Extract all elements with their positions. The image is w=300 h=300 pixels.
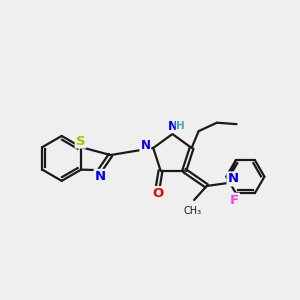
Text: CH₃: CH₃ [184, 206, 202, 216]
Text: N: N [227, 172, 239, 185]
Text: O: O [153, 187, 164, 200]
Text: S: S [76, 134, 85, 148]
Text: N: N [94, 170, 106, 183]
Text: F: F [230, 194, 239, 207]
Text: N: N [168, 120, 178, 133]
Text: H: H [176, 121, 185, 131]
Text: N: N [140, 139, 150, 152]
